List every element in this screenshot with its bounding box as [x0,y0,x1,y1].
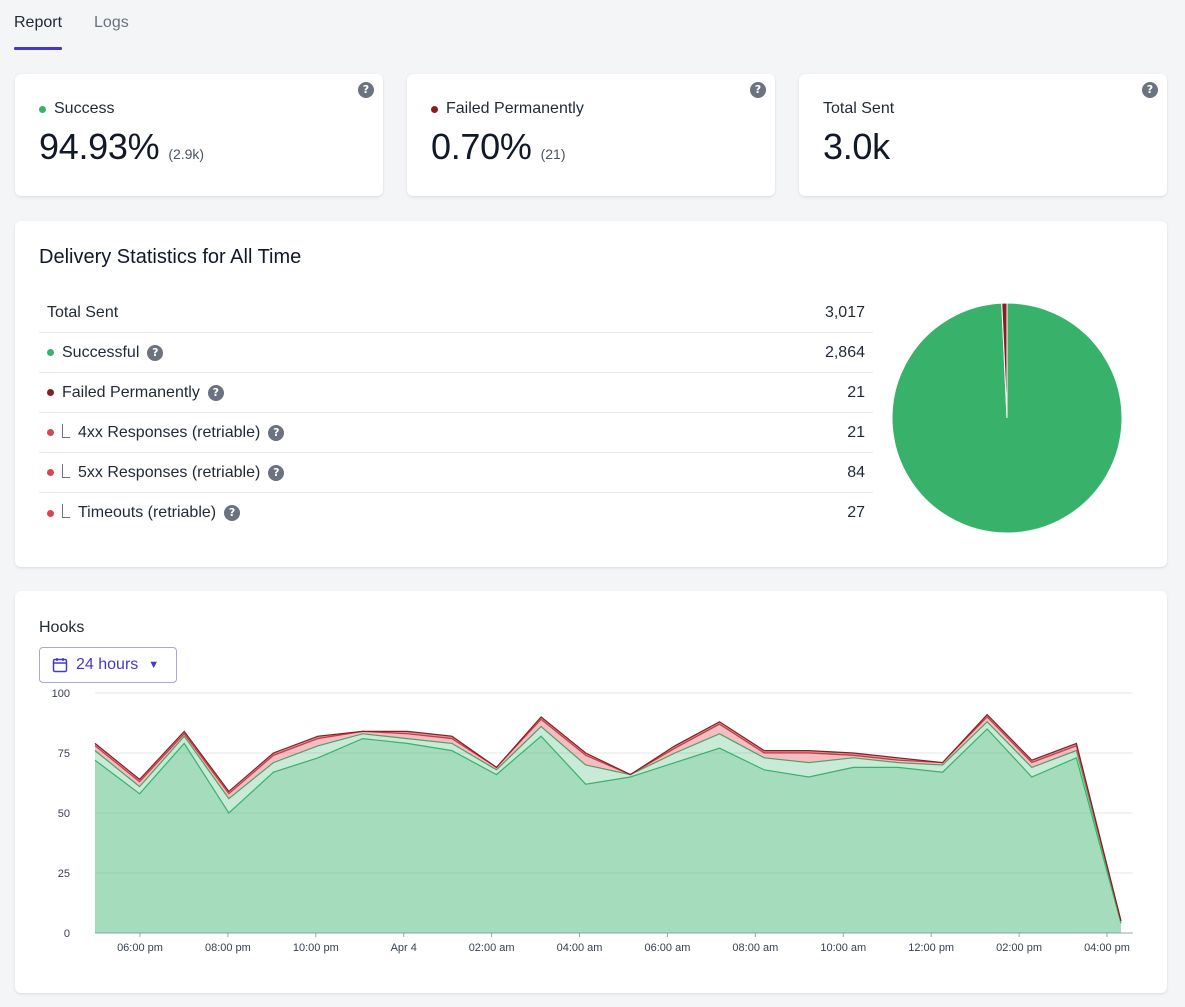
status-dot [47,429,54,436]
x-tick-label: 04:00 pm [1084,942,1130,954]
tab-logs[interactable]: Logs [94,14,129,31]
row-value: 2,864 [824,343,865,361]
y-tick-label: 100 [52,688,70,700]
stat-count: (21) [540,146,566,162]
tree-elbow-icon [62,504,70,518]
row-value: 84 [847,463,865,481]
status-dot [47,469,54,476]
help-icon[interactable]: ? [1142,82,1158,98]
status-dot [39,105,46,113]
total-sent-stat-label: Total Sent [823,100,894,118]
failed-stat-value: 0.70% (21) [431,126,565,168]
stat-count: (2.9k) [168,146,205,162]
row-label: 4xx Responses (retriable) [78,423,261,441]
help-icon[interactable]: ? [268,464,285,481]
x-tick-label: 08:00 am [732,942,778,954]
help-icon[interactable]: ? [358,82,374,98]
table-row-successful: Successful ? 2,864 [39,333,873,373]
help-icon[interactable]: ? [750,82,766,98]
tree-elbow-icon [62,423,70,438]
tab-bar: Report Logs [14,0,129,50]
tab-report[interactable]: Report [14,0,63,50]
help-icon[interactable]: ? [268,424,285,441]
series-line-1 [94,720,1122,922]
pie-slice-1[interactable] [1001,302,1008,419]
table-row-failed-permanently: Failed Permanently ? 21 [39,373,873,413]
row-label: Failed Permanently [62,383,200,401]
table-row-4xx-responses: 4xx Responses (retriable) ? 21 [39,413,873,453]
row-label: Timeouts (retriable) [78,504,217,521]
table-row-5xx-responses: 5xx Responses (retriable) ? 84 [39,453,873,493]
total-sent-stat-value: 3.0k [823,126,890,168]
x-tick-label: 06:00 am [645,942,691,954]
row-label: Total Sent [47,303,119,321]
y-tick-label: 0 [64,928,70,940]
x-tick-label: Apr 4 [391,942,417,954]
series-area-0 [95,729,1121,933]
row-value: 3,017 [824,303,865,321]
stat-label-text: Total Sent [823,100,895,117]
calendar-icon [52,658,68,673]
x-tick-label: 10:00 am [820,942,866,954]
x-tick-label: 06:00 pm [117,942,163,954]
time-range-dropdown[interactable]: 24 hours ▼ [39,647,177,683]
status-dot [47,349,54,356]
success-stat-card: ? Success 94.93% (2.9k) [15,74,383,196]
delivery-pie-chart [891,302,1123,534]
status-dot [431,105,438,113]
status-dot [47,509,54,517]
hooks-title: Hooks [39,619,85,636]
x-tick-label: 02:00 pm [996,942,1042,954]
failed-stat-label: Failed Permanently [431,100,584,118]
hooks-card: Hooks 24 hours ▼ 0 25 50 75 100 06:00 pm 08:00… [15,591,1167,993]
help-icon[interactable]: ? [207,384,224,401]
x-tick-label: 08:00 pm [205,942,251,954]
table-row-timeouts: Timeouts (retriable) ? 27 [39,493,873,533]
table-row-total-sent: Total Sent 3,017 [39,293,873,333]
total-sent-stat-card: ? Total Sent 3.0k [799,74,1167,196]
x-tick-label: 10:00 pm [293,942,339,954]
y-tick-label: 50 [58,808,70,820]
help-icon[interactable]: ? [224,505,241,521]
x-tick-label: 12:00 pm [908,942,954,954]
row-value: 21 [847,383,865,401]
x-tick-label: 02:00 am [469,942,515,954]
failed-stat-card: ? Failed Permanently 0.70% (21) [407,74,775,196]
stat-big-value: 3.0k [823,126,890,167]
series-line-3 [94,713,1122,922]
row-value: 21 [847,423,865,441]
row-label: 5xx Responses (retriable) [78,463,261,481]
status-dot [47,389,54,396]
x-tick-label: 04:00 am [557,942,603,954]
series-line-0 [94,728,1122,924]
time-range-label: 24 hours [76,656,139,673]
delivery-statistics-table: Total Sent 3,017 Successful ? 2,864 Fail… [39,293,873,533]
y-tick-label: 25 [58,868,70,880]
hooks-area-chart: 0 25 50 75 100 06:00 pm 08:00 pm 10:00 pm Apr 4 0… [52,688,1133,954]
success-stat-value: 94.93% (2.9k) [39,126,204,168]
delivery-statistics-title: Delivery Statistics for All Time [39,246,302,268]
help-icon[interactable]: ? [147,344,164,361]
success-stat-label: Success [39,100,114,118]
stat-big-value: 94.93% [39,126,160,167]
delivery-statistics-card: Delivery Statistics for All Time Total S… [15,221,1167,567]
stat-label-text: Success [54,100,115,117]
caret-down-icon: ▼ [148,659,160,671]
row-label: Successful [62,343,140,361]
stat-big-value: 0.70% [431,126,532,167]
row-value: 27 [847,504,865,521]
stat-label-text: Failed Permanently [446,100,584,117]
y-tick-label: 75 [58,748,70,760]
tree-elbow-icon [62,463,70,478]
